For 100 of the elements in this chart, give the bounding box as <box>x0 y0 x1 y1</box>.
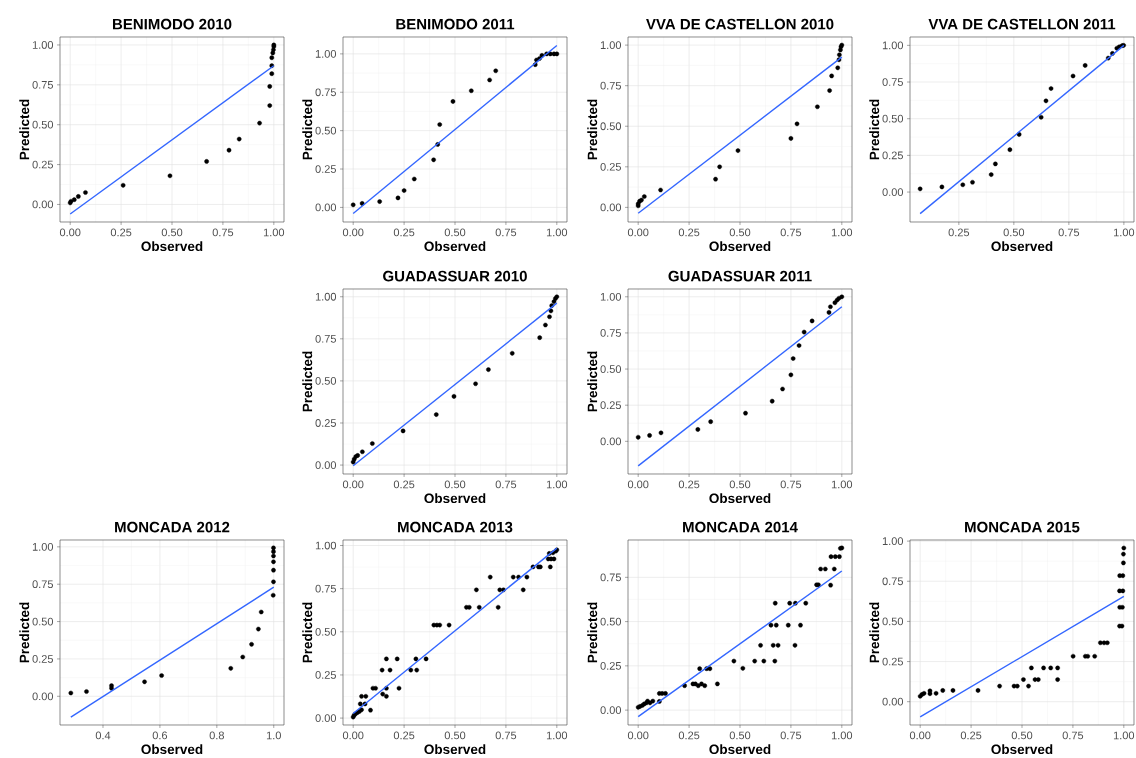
y-axis-title: Predicted <box>587 602 598 663</box>
x-tick-label: 0.50 <box>1003 228 1025 237</box>
y-tick-label: 1.00 <box>315 50 337 58</box>
x-axis-title: Observed <box>991 744 1053 755</box>
y-axis-title: Predicted <box>587 99 598 160</box>
chart-title: VVA DE CASTELLON 2010 <box>646 18 834 30</box>
y-tick-label: 0.25 <box>600 401 621 410</box>
x-tick-label: 0.00 <box>627 731 649 740</box>
y-tick-label: 0.50 <box>600 122 622 131</box>
y-tick-label: 0.00 <box>32 692 54 701</box>
x-axis-title: Observed <box>141 241 203 252</box>
x-tick-label: 0.75 <box>1058 228 1080 237</box>
x-tick-label: 0.00 <box>59 228 81 237</box>
y-tick-label: 1.00 <box>600 41 622 49</box>
x-tick-label: 1.00 <box>546 480 568 489</box>
x-tick-label: 0.50 <box>1011 731 1033 740</box>
x-tick-label: 0.50 <box>729 731 751 740</box>
y-tick-label: 1.00 <box>315 541 337 550</box>
y-tick-label: 0.00 <box>600 203 622 212</box>
x-tick-label: 0.00 <box>342 480 364 489</box>
x-tick-label: 0.75 <box>495 480 517 489</box>
y-tick-label: 0.75 <box>32 580 53 589</box>
y-tick-label: 0.00 <box>882 188 904 196</box>
x-axis-title: Observed <box>141 744 203 755</box>
x-axis-title: Observed <box>991 241 1053 252</box>
y-tick-label: 1.00 <box>882 41 904 50</box>
x-tick-label: 0.4 <box>95 731 111 740</box>
y-tick-label: 0.00 <box>882 697 904 706</box>
y-tick-label: 0.50 <box>315 377 337 385</box>
chart-title: MONCADA 2012 <box>115 521 230 533</box>
x-tick-label: 0.75 <box>495 731 517 740</box>
y-axis-title: Predicted <box>587 351 598 412</box>
y-tick-label: 0.50 <box>600 617 622 626</box>
chart-title: MONCADA 2013 <box>398 521 513 533</box>
chart-title: GUADASSUAR 2011 <box>668 270 812 282</box>
x-tick-label: 0.25 <box>678 228 700 237</box>
y-axis-title: Predicted <box>869 99 880 160</box>
x-tick-label: 0.50 <box>729 480 751 489</box>
x-tick-label: 0.25 <box>393 731 415 740</box>
x-tick-label: 1.00 <box>831 731 853 740</box>
y-axis-title: Predicted <box>19 99 30 160</box>
y-tick-label: 0.75 <box>600 329 621 337</box>
y-axis-title: Predicted <box>302 99 313 160</box>
x-tick-label: 1.00 <box>1114 228 1135 237</box>
x-tick-label: 0.75 <box>780 228 802 237</box>
y-tick-label: 1.00 <box>32 41 54 49</box>
y-tick-label: 1.00 <box>32 542 54 551</box>
y-tick-label: 0.00 <box>315 714 337 722</box>
x-tick-label: 0.50 <box>444 228 466 237</box>
x-tick-label: 0.25 <box>393 228 415 237</box>
x-tick-label: 0.75 <box>780 731 802 740</box>
chart-title: GUADASSUAR 2010 <box>383 270 527 282</box>
y-tick-label: 0.50 <box>882 114 904 123</box>
x-tick-label: 0.25 <box>393 480 415 489</box>
y-tick-label: 0.00 <box>600 437 622 446</box>
x-tick-label: 0.75 <box>1062 731 1084 740</box>
y-tick-label: 0.50 <box>882 617 904 626</box>
x-tick-label: 0.50 <box>161 228 183 237</box>
y-tick-label: 0.50 <box>32 120 54 129</box>
y-tick-label: 0.25 <box>315 419 336 427</box>
x-tick-label: 0.8 <box>209 731 224 740</box>
y-tick-label: 0.25 <box>882 151 903 160</box>
y-tick-label: 0.25 <box>32 160 53 169</box>
x-axis-title: Observed <box>709 744 771 755</box>
y-tick-label: 0.75 <box>882 577 903 586</box>
y-tick-label: 0.00 <box>600 706 622 715</box>
y-tick-label: 0.75 <box>882 78 903 86</box>
chart-title: MONCADA 2015 <box>965 521 1080 533</box>
y-tick-label: 1.00 <box>882 537 904 546</box>
x-tick-label: 0.00 <box>342 731 364 740</box>
y-tick-label: 1.00 <box>600 292 622 301</box>
x-tick-label: 0.25 <box>678 480 700 489</box>
x-tick-label: 0.25 <box>110 228 132 237</box>
x-axis-title: Observed <box>709 493 771 504</box>
y-tick-label: 0.75 <box>315 334 336 343</box>
x-tick-label: 1.00 <box>1113 731 1135 740</box>
x-tick-label: 1.00 <box>831 480 853 489</box>
x-tick-label: 0.50 <box>729 228 751 237</box>
x-tick-label: 0.25 <box>960 731 982 740</box>
y-tick-label: 0.50 <box>600 365 622 373</box>
x-tick-label: 1.00 <box>546 731 568 740</box>
x-axis-title: Observed <box>424 241 486 252</box>
x-axis-title: Observed <box>424 493 486 504</box>
x-tick-label: 1.00 <box>546 228 568 237</box>
y-tick-label: 0.25 <box>882 657 903 666</box>
x-axis-title: Observed <box>709 241 771 252</box>
y-tick-label: 0.75 <box>315 584 336 593</box>
y-tick-label: 0.25 <box>32 655 53 663</box>
y-axis-title: Predicted <box>302 602 313 663</box>
y-tick-label: 0.75 <box>600 81 621 90</box>
y-tick-label: 0.75 <box>600 573 621 582</box>
y-tick-label: 0.50 <box>315 126 337 135</box>
y-tick-label: 0.25 <box>315 165 336 173</box>
y-axis-title: Predicted <box>302 351 313 412</box>
y-tick-label: 0.25 <box>315 671 336 679</box>
x-tick-label: 1.00 <box>263 228 285 237</box>
x-tick-label: 0.25 <box>678 731 700 740</box>
x-tick-label: 0.75 <box>212 228 234 237</box>
y-tick-label: 0.75 <box>315 88 336 97</box>
y-tick-label: 0.50 <box>315 627 337 636</box>
